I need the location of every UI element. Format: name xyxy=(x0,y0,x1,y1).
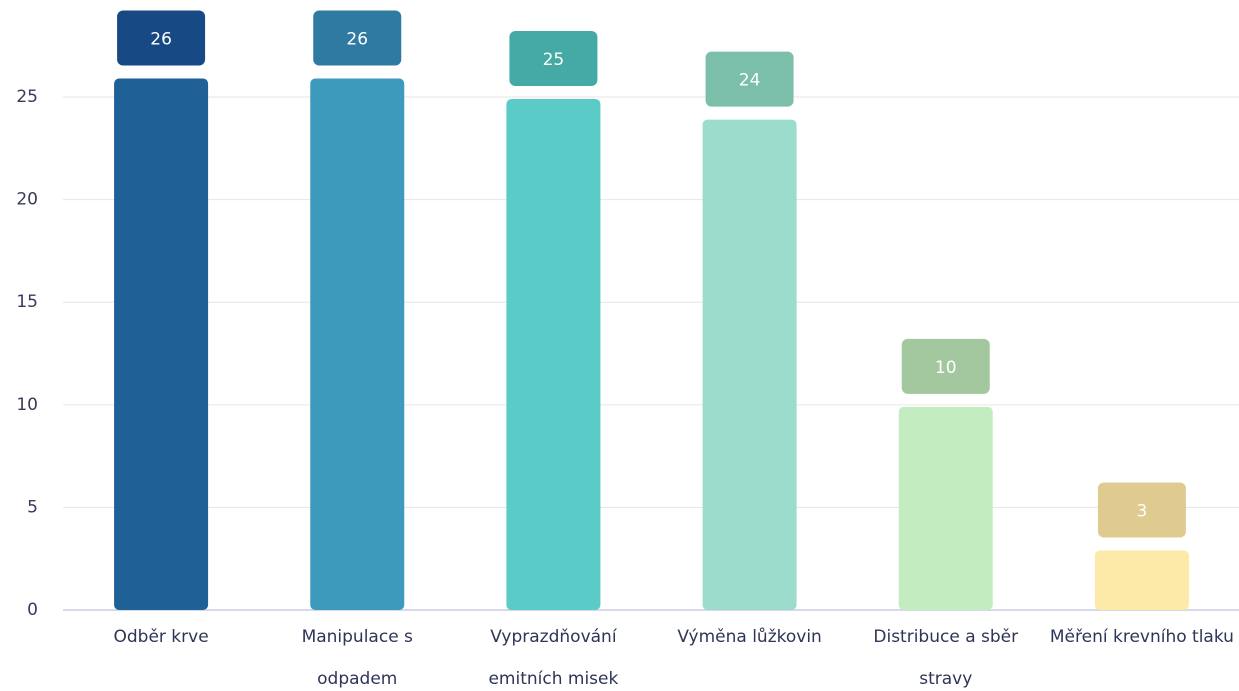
x-tick-label: Distribuce a sběr stravy xyxy=(873,627,1019,689)
y-tick-label: 0 xyxy=(27,600,38,620)
value-label: 24 xyxy=(739,71,761,91)
x-tick-label: Měření krevního tlaku xyxy=(1049,627,1234,647)
value-label: 10 xyxy=(935,358,957,378)
bar xyxy=(1094,550,1189,610)
bar xyxy=(114,78,209,611)
value-label-box xyxy=(705,51,794,107)
y-tick-label: 15 xyxy=(16,292,38,312)
y-tick-label: 25 xyxy=(16,87,38,107)
value-label: 25 xyxy=(543,50,565,70)
value-label-box xyxy=(313,10,402,66)
value-label-box xyxy=(1097,482,1186,538)
value-label: 3 xyxy=(1137,501,1148,521)
value-label-box xyxy=(901,338,990,394)
x-tick-label: Vyprazdňování emitních misek xyxy=(488,627,619,689)
value-label: 26 xyxy=(346,30,368,50)
bar xyxy=(898,406,993,610)
y-tick-label: 20 xyxy=(16,190,38,210)
x-tick-label: Odběr krve xyxy=(113,627,209,647)
bar xyxy=(506,99,601,610)
y-tick-label: 5 xyxy=(27,497,38,517)
x-tick-label: Manipulace s odpadem xyxy=(301,627,413,689)
bar xyxy=(702,119,797,611)
value-label: 26 xyxy=(150,30,172,50)
x-tick-label: Výměna lůžkovin xyxy=(677,627,822,647)
y-tick-label: 10 xyxy=(16,395,38,415)
value-label-box xyxy=(509,31,598,87)
value-label-box xyxy=(117,10,206,66)
bar xyxy=(310,78,405,611)
